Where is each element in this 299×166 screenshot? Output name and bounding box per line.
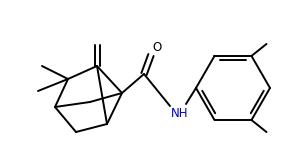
Text: NH: NH — [171, 107, 188, 120]
Text: O: O — [152, 41, 161, 54]
